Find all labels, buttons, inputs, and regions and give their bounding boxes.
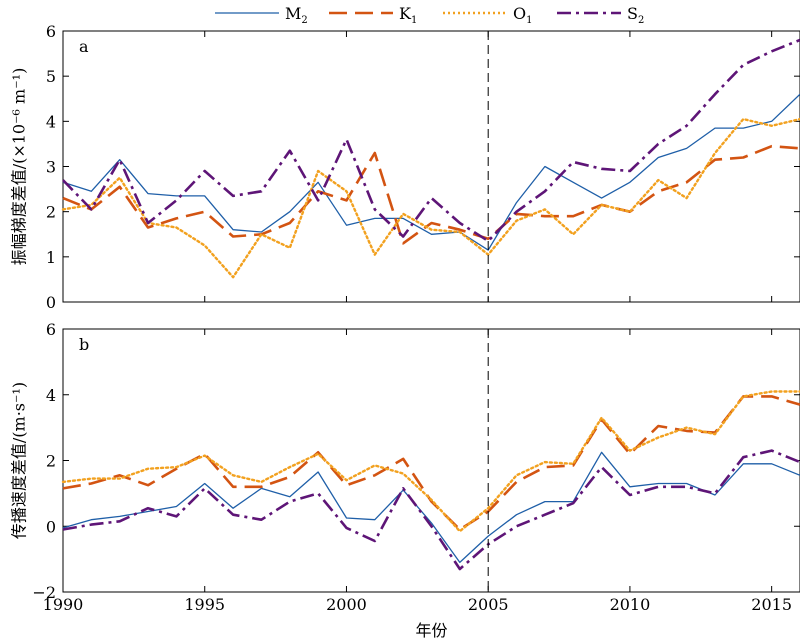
x-tick-label: 2005: [468, 595, 509, 614]
panel-a-label: a: [79, 37, 89, 56]
x-tick-label: 1995: [184, 595, 225, 614]
y-tick-label: 2: [46, 452, 56, 471]
y-tick-label: 4: [46, 112, 56, 131]
panel-b: −2 0 2 4 6 1990 1995 2000 2005 2010 2015 b 传播速度差值/…: [10, 320, 800, 614]
y-tick-label: 2: [46, 203, 56, 222]
panel-b-ticks: −2 0 2 4 6 1990 1995 2000 2005 2010 2015: [32, 320, 800, 614]
series-line-K1: [62, 144, 800, 245]
y-tick-label: 3: [46, 158, 56, 177]
y-tick-label: 4: [46, 386, 56, 405]
legend-entry-K1: K1: [329, 4, 417, 26]
panel-b-frame: [62, 328, 800, 593]
y-tick-label: 0: [46, 293, 56, 312]
series-line-K1: [62, 395, 800, 531]
panel-b-series: [61, 390, 800, 571]
series-line-S2: [62, 38, 800, 243]
panel-a: 0 1 2 3 4 5 6 a 振幅梯度差值/(×10⁻⁶ m⁻¹): [10, 22, 800, 312]
panel-b-label: b: [79, 335, 89, 354]
legend-entry-S2: S2: [557, 4, 644, 26]
y-tick-label: 5: [46, 67, 56, 86]
x-axis-label: 年份: [415, 621, 447, 640]
y-tick-label: 1: [46, 248, 56, 267]
x-tick-label: 2010: [610, 595, 651, 614]
panel-b-y-axis-label: 传播速度差值/(m·s⁻¹): [10, 382, 29, 539]
legend: M2 K1 O1 S2: [215, 4, 644, 26]
legend-entry-O1: O1: [443, 4, 533, 26]
y-tick-label: 0: [46, 517, 56, 536]
y-tick-label: 6: [46, 22, 56, 41]
legend-entry-M2: M2: [215, 4, 308, 26]
y-tick-label: −2: [32, 583, 56, 602]
x-tick-label: 2000: [326, 595, 367, 614]
x-tick-label: 1990: [43, 595, 84, 614]
panel-a-ticks: 0 1 2 3 4 5 6: [46, 22, 800, 312]
series-line-O1: [61, 390, 800, 533]
series-line-M2: [62, 451, 800, 564]
panel-a-frame: [62, 30, 800, 303]
y-tick-label: 6: [46, 320, 56, 339]
legend-label: M2: [285, 4, 308, 26]
series-line-O1: [61, 117, 800, 279]
series-line-M2: [62, 93, 800, 251]
panel-a-y-axis-label: 振幅梯度差值/(×10⁻⁶ m⁻¹): [10, 68, 29, 266]
legend-label: O1: [513, 4, 533, 26]
panel-a-series: [61, 38, 800, 279]
x-tick-label: 2015: [751, 595, 792, 614]
legend-label: K1: [399, 4, 417, 26]
legend-label: S2: [627, 4, 644, 26]
series-line-S2: [62, 449, 800, 571]
